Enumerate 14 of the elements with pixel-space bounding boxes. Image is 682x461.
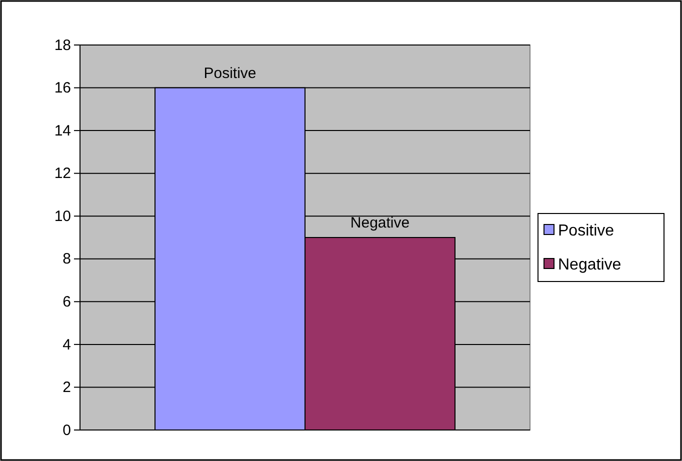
- annotation: Positive: [204, 64, 256, 82]
- legend-label: Negative: [558, 256, 622, 274]
- y-tick-label: 4: [62, 336, 71, 354]
- y-tick-label: 10: [54, 208, 71, 225]
- y-tick-label: 6: [62, 293, 71, 310]
- y-tick-label: 0: [62, 422, 71, 439]
- y-tick-label: 8: [62, 250, 71, 268]
- y-tick-label: 14: [54, 122, 71, 140]
- y-tick-label: 2: [62, 379, 71, 396]
- y-tick-label: 18: [54, 36, 71, 54]
- legend-label: Positive: [558, 222, 614, 240]
- y-tick-label: 16: [54, 80, 71, 97]
- annotation: Negative: [350, 214, 410, 232]
- y-tick-label: 12: [54, 165, 71, 182]
